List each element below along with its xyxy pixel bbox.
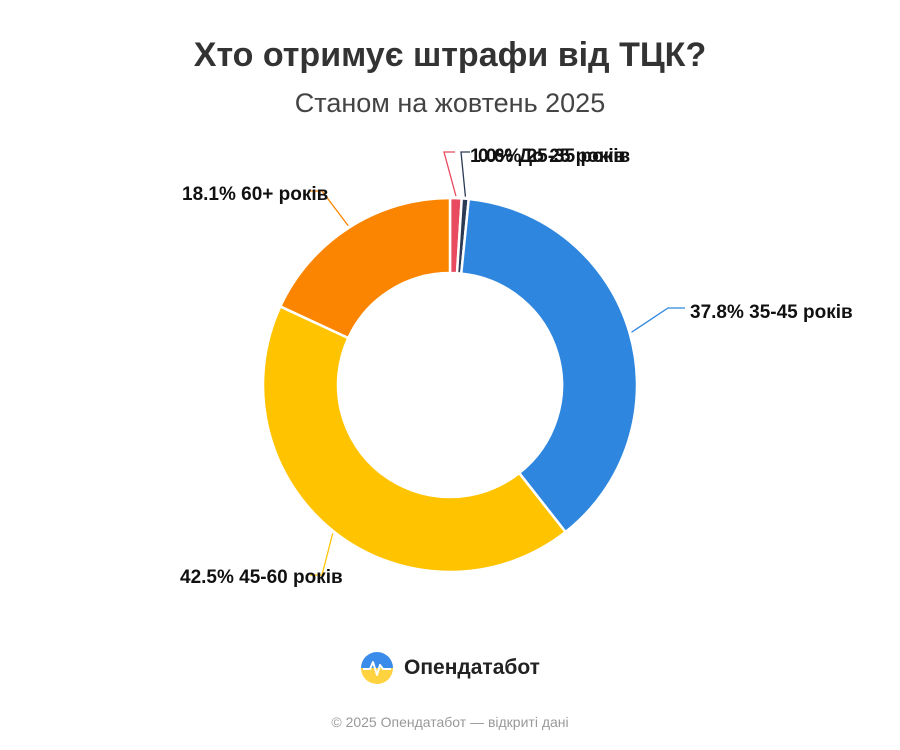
opendatabot-logo-icon: [361, 652, 394, 684]
brand: Опендатабот: [0, 651, 900, 685]
slice-category-label: До 25 років: [519, 146, 626, 167]
slice-category-label: 35-45 років: [749, 302, 853, 323]
slice-category-label: 25-35 років: [527, 146, 631, 167]
slice-category-label: 45-60 років: [239, 567, 343, 588]
leader-line: [310, 190, 349, 227]
slice-label: 0.6% 25-35 років: [478, 146, 630, 167]
slice-category-label: 60+ років: [241, 184, 328, 205]
slice-label: 37.8% 35-45 років: [690, 302, 853, 323]
slice-label: 18.1% 60+ років: [182, 184, 328, 205]
slice-value-label: 1.0%: [470, 146, 519, 167]
chart-subtitle: Станом на жовтень 2025: [294, 88, 606, 118]
slice-label: 1.0% До 25 років: [470, 146, 625, 167]
donut-slice: [459, 197, 639, 534]
slice-label: 42.5% 45-60 років: [180, 567, 343, 588]
slice-value-label: 37.8%: [690, 302, 749, 323]
leader-line: [443, 151, 457, 197]
slice-value-label: 0.6%: [478, 146, 527, 167]
leader-line: [460, 151, 470, 197]
donut-slice: [279, 196, 452, 340]
chart-title: Хто отримує штрафи від ТЦК?: [193, 36, 707, 74]
footer-credit: © 2025 Опендатабот — відкриті дані: [331, 714, 569, 730]
slice-value-label: 18.1%: [182, 184, 241, 205]
brand-name: Опендатабот: [404, 656, 540, 679]
leader-line: [631, 307, 685, 333]
donut-slice: [261, 305, 567, 574]
slice-value-label: 42.5%: [180, 567, 239, 588]
leader-line: [310, 533, 334, 576]
